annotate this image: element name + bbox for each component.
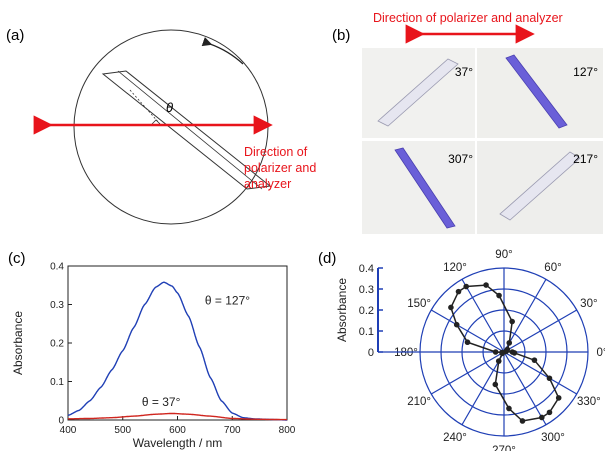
x-axis-label: Wavelength / nm	[133, 436, 223, 450]
panel-d-label: (d)	[318, 250, 336, 267]
polar-angle-label: 30°	[580, 298, 597, 310]
y-tick-label: 0.1	[50, 377, 64, 388]
polar-data-point	[509, 318, 515, 325]
radial-tick-label: 0	[368, 347, 374, 359]
photo-307: 307°	[362, 141, 475, 234]
polar-data-point	[531, 357, 538, 363]
x-tick-label: 800	[279, 425, 296, 436]
polar-data-point	[499, 350, 506, 357]
polar-spoke	[503, 278, 547, 353]
photo-angle-label: 37°	[455, 65, 473, 79]
photo-37: 37°	[362, 48, 475, 138]
rotation-arrow-icon	[201, 37, 244, 65]
crystal-blue	[505, 54, 568, 129]
series-line	[68, 412, 287, 421]
polar-data-point	[511, 350, 518, 356]
polar-angle-label: 270°	[492, 445, 516, 451]
panel-c: (c) 400 500 600 700 800 0 0.1 0.2 0.3 0.4 Waveleng…	[8, 250, 296, 450]
crystal-outline	[101, 70, 272, 190]
polar-data-point	[519, 418, 526, 424]
radial-tick-label: 0.1	[359, 326, 374, 338]
polar-spoke	[461, 351, 505, 426]
polar-data-point	[448, 304, 454, 311]
y-tick-label: 0.2	[50, 339, 64, 350]
x-tick-label: 500	[114, 425, 131, 436]
crystal-blue	[394, 147, 456, 229]
x-tick-label: 600	[169, 425, 186, 436]
polar-angle-label: 180°	[394, 347, 418, 359]
panel-a: (a) θ Direction of polarizer and analyze…	[6, 27, 316, 225]
polar-data-point	[504, 346, 511, 353]
panel-b-label: (b)	[332, 27, 350, 44]
polar-angle-label: 210°	[407, 396, 431, 408]
photo-angle-label: 307°	[448, 152, 473, 166]
y-axis-label: Absorbance	[11, 311, 25, 375]
polar-data-point	[492, 349, 499, 355]
polar-angle-label: 90°	[495, 249, 512, 261]
radial-tick-label: 0.3	[359, 284, 374, 296]
polar-data-point	[483, 282, 489, 288]
polar-data-point	[453, 321, 460, 328]
polar-data-point	[495, 358, 502, 364]
polar-data-point	[539, 414, 545, 421]
polar-spoke	[503, 351, 578, 395]
polar-data-point	[546, 409, 553, 416]
photo-angle-label: 217°	[573, 152, 598, 166]
angle-marker	[151, 119, 161, 125]
polar-data-point	[546, 375, 553, 382]
polar-spoke	[430, 351, 505, 395]
absorbance-spectrum-chart: 400 500 600 700 800 0 0.1 0.2 0.3 0.4 Wavelength /…	[11, 262, 296, 451]
polar-data-point	[455, 288, 462, 295]
polar-angle-label: 300°	[541, 432, 565, 444]
polar-data-point	[506, 340, 513, 346]
radial-axis-label: Absorbance	[335, 278, 349, 342]
polar-data-point	[555, 395, 562, 401]
polar-angle-label: 60°	[544, 262, 561, 274]
photo-127: 127°	[477, 48, 603, 138]
polar-spoke	[430, 309, 505, 353]
x-tick-label: 700	[224, 425, 241, 436]
panel-b: (b) Direction of polarizer and analyzer …	[332, 11, 603, 234]
photo-217: 217°	[477, 141, 603, 234]
photo-angle-label: 127°	[573, 65, 598, 79]
crystal-light	[499, 151, 581, 221]
polar-angle-label: 240°	[443, 432, 467, 444]
annotation-theta-127: θ = 127°	[205, 294, 250, 308]
polar-angle-label: 0°	[597, 347, 605, 359]
polar-spoke	[461, 278, 505, 353]
polar-angle-label: 120°	[443, 262, 467, 274]
crystal-light	[377, 58, 459, 127]
polar-spoke	[503, 309, 578, 353]
polar-data-line	[450, 284, 560, 422]
radial-tick-label: 0.2	[359, 305, 374, 317]
y-tick-label: 0.4	[50, 262, 64, 273]
polar-data-point	[496, 292, 502, 299]
theta-label: θ	[166, 100, 173, 115]
polar-data-point	[464, 339, 471, 346]
polar-spoke	[503, 351, 547, 426]
polar-data-point	[463, 283, 470, 290]
crystal-edge-line	[117, 70, 263, 190]
panel-a-label: (a)	[6, 27, 24, 44]
photo-background	[362, 141, 475, 234]
polar-data-point	[492, 381, 499, 388]
polar-angle-label: 150°	[407, 298, 431, 310]
panel-d: (d) 0° 30° 60° 90° 120° 150° 180° 210° 240° 270° 3…	[318, 249, 605, 451]
x-tick-label: 400	[60, 425, 77, 436]
direction-text-line2: polarizer and	[244, 161, 316, 175]
polar-data-point	[506, 405, 512, 412]
polarizer-header-text: Direction of polarizer and analyzer	[373, 11, 563, 25]
direction-text-line1: Direction of	[244, 145, 308, 159]
rotation-stage-circle	[73, 29, 269, 225]
annotation-theta-37: θ = 37°	[142, 395, 181, 409]
direction-text-line3: analyzer	[244, 177, 291, 191]
panel-c-label: (c)	[8, 250, 26, 267]
polar-absorbance-chart: 0° 30° 60° 90° 120° 150° 180° 210° 240° 270° 300° 3…	[335, 249, 605, 451]
y-tick-label: 0.3	[50, 300, 64, 311]
polar-angle-label: 330°	[577, 396, 601, 408]
y-tick-label: 0	[58, 416, 64, 427]
radial-tick-label: 0.4	[359, 263, 374, 275]
